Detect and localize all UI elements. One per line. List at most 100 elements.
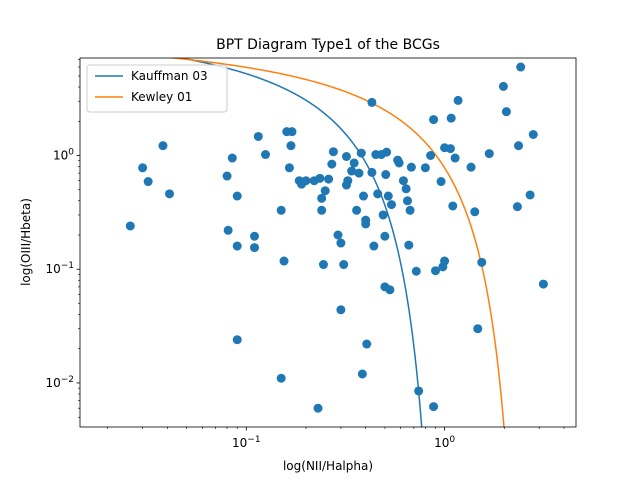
data-point bbox=[404, 240, 414, 250]
data-point bbox=[138, 163, 148, 173]
legend-label-kewley: Kewley 01 bbox=[131, 90, 192, 104]
data-point bbox=[380, 231, 390, 241]
data-point bbox=[301, 176, 311, 186]
data-point bbox=[317, 193, 327, 203]
data-point bbox=[250, 243, 259, 253]
x-tick-label: 100 bbox=[434, 435, 455, 450]
data-point bbox=[538, 279, 548, 289]
data-point bbox=[279, 256, 289, 266]
y-axis-label: log(OIII/Hbeta) bbox=[19, 198, 33, 286]
data-point bbox=[514, 141, 524, 151]
data-point bbox=[315, 173, 325, 183]
data-point bbox=[426, 151, 436, 160]
data-point bbox=[232, 191, 242, 201]
data-point bbox=[429, 115, 439, 125]
data-point bbox=[429, 402, 439, 412]
curve-kewley-01 bbox=[166, 58, 505, 427]
data-point bbox=[382, 147, 392, 157]
y-tick-label: 10−1 bbox=[45, 261, 74, 276]
chart-title: BPT Diagram Type1 of the BCGs bbox=[216, 37, 440, 53]
data-point bbox=[411, 266, 421, 276]
x-axis-ticks: 10−1 100 bbox=[107, 427, 565, 450]
boundary-curves bbox=[166, 58, 505, 427]
data-point bbox=[223, 225, 233, 235]
data-point bbox=[339, 260, 349, 270]
data-point bbox=[498, 81, 508, 91]
data-point bbox=[446, 113, 456, 123]
legend: Kauffman 03 Kewley 01 bbox=[86, 64, 228, 113]
x-axis-label: log(NII/Halpha) bbox=[283, 459, 373, 473]
data-point bbox=[125, 221, 135, 231]
data-point bbox=[253, 131, 263, 141]
data-point bbox=[222, 171, 232, 181]
data-point bbox=[398, 176, 408, 186]
plot-frame bbox=[79, 57, 577, 428]
curve-kauffman-03 bbox=[177, 58, 423, 427]
data-point bbox=[287, 127, 297, 137]
data-point bbox=[378, 210, 388, 220]
data-point bbox=[354, 168, 364, 178]
data-point bbox=[232, 241, 242, 251]
x-tick-label: 10−1 bbox=[232, 435, 261, 450]
data-point bbox=[336, 238, 346, 248]
data-point bbox=[525, 190, 535, 200]
data-point bbox=[158, 141, 168, 151]
data-point bbox=[453, 95, 463, 105]
data-point bbox=[484, 149, 494, 159]
data-point bbox=[341, 152, 351, 161]
legend-label-kauffman: Kauffman 03 bbox=[131, 69, 208, 83]
data-point bbox=[349, 158, 359, 168]
data-point bbox=[394, 158, 404, 168]
data-points bbox=[125, 62, 548, 413]
data-point bbox=[470, 207, 480, 217]
data-point bbox=[318, 260, 328, 270]
data-point bbox=[276, 205, 286, 215]
data-point bbox=[327, 159, 337, 169]
data-point bbox=[477, 257, 487, 267]
data-point bbox=[373, 189, 383, 199]
data-point bbox=[261, 150, 271, 160]
data-point bbox=[250, 231, 259, 241]
data-point bbox=[402, 196, 412, 206]
data-point bbox=[367, 167, 377, 177]
data-point bbox=[336, 305, 346, 315]
data-point bbox=[343, 176, 353, 186]
data-point bbox=[387, 200, 397, 210]
data-point bbox=[328, 147, 338, 157]
data-point bbox=[320, 186, 330, 196]
data-point bbox=[286, 141, 296, 151]
y-tick-label: 10−2 bbox=[45, 375, 74, 390]
data-point bbox=[276, 373, 286, 383]
data-point bbox=[516, 62, 526, 72]
data-point bbox=[324, 174, 334, 184]
y-tick-label: 100 bbox=[53, 148, 74, 163]
data-point bbox=[143, 177, 153, 187]
data-point bbox=[512, 202, 522, 212]
data-point bbox=[333, 230, 343, 240]
data-point bbox=[369, 241, 379, 251]
data-point bbox=[165, 189, 175, 199]
data-point bbox=[450, 153, 460, 163]
data-point bbox=[284, 163, 294, 173]
data-point bbox=[501, 107, 511, 117]
data-point bbox=[440, 256, 450, 266]
data-point bbox=[381, 170, 391, 180]
data-point bbox=[232, 335, 242, 345]
data-point bbox=[383, 191, 393, 201]
data-point bbox=[357, 369, 367, 379]
data-point bbox=[356, 148, 366, 158]
data-point bbox=[317, 205, 327, 215]
data-point bbox=[528, 130, 538, 139]
data-point bbox=[367, 97, 377, 107]
data-point bbox=[420, 163, 430, 173]
y-axis-ticks: 10−2 10−1 100 bbox=[45, 59, 80, 418]
data-point bbox=[361, 219, 371, 229]
data-point bbox=[347, 166, 357, 176]
data-point bbox=[358, 191, 368, 201]
data-point bbox=[227, 153, 237, 163]
data-point bbox=[473, 324, 483, 334]
data-point bbox=[313, 403, 323, 413]
data-point bbox=[431, 266, 441, 276]
data-point bbox=[406, 162, 416, 172]
